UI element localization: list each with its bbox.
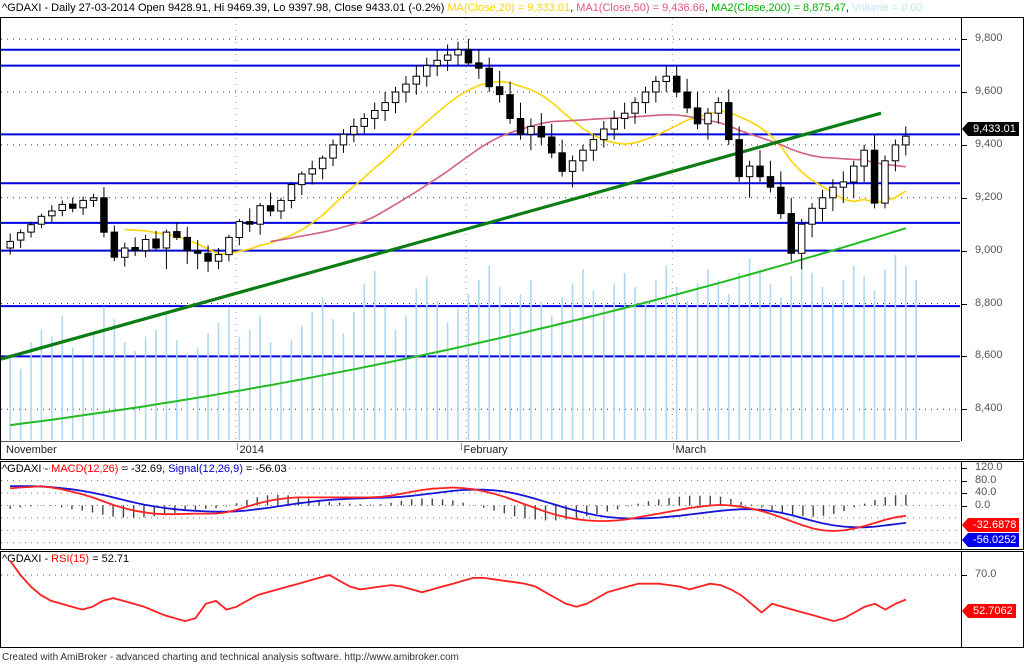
price-axis-tick bbox=[961, 145, 967, 146]
rsi-panel-title: ^GDAXI - RSI(15) = 52.71 bbox=[0, 553, 129, 566]
macd-indicator-value: = -32.69, bbox=[118, 463, 169, 475]
price-y-axis: 9,800 9,600 9,400 9,200 9,000 8,800 8,600 8,400 bbox=[961, 18, 1024, 441]
price-plot-area[interactable] bbox=[1, 18, 960, 441]
macd-axis-line bbox=[961, 462, 962, 549]
price-axis-tick bbox=[961, 92, 967, 93]
macd-axis-label: 0.0 bbox=[975, 499, 991, 511]
macd-axis-tick bbox=[961, 506, 967, 507]
price-axis-label: 9,000 bbox=[975, 244, 1003, 256]
rsi-axis-label: 70.0 bbox=[975, 568, 997, 580]
macd-value-tag: -32.6878 bbox=[961, 518, 1020, 532]
macd-y-axis: 120.0 80.0 40.0 0.0 bbox=[961, 461, 1024, 549]
macd-axis-label: 80.0 bbox=[975, 474, 997, 486]
date-axis-label: February bbox=[463, 444, 508, 456]
date-axis-separator bbox=[236, 443, 238, 450]
macd-axis-tick bbox=[961, 493, 967, 494]
price-title-text: ^GDAXI - Daily 27-03-2014 Open 9428.91, … bbox=[2, 2, 445, 14]
price-axis-tick bbox=[961, 39, 967, 40]
price-axis-tick bbox=[961, 304, 967, 305]
macd-title-symbol: ^GDAXI - bbox=[2, 463, 52, 475]
price-axis-tick bbox=[961, 409, 967, 410]
price-axis-tick bbox=[961, 251, 967, 252]
ma200-legend: MA2(Close,200) = 8,875.47 bbox=[711, 2, 846, 14]
ma50-legend: MA1(Close,50) = 9,436.66 bbox=[576, 2, 705, 14]
date-x-axis: November 2014 February March bbox=[1, 441, 960, 460]
last-price-tag: 9,433.01 bbox=[962, 122, 1019, 136]
macd-axis-tick bbox=[961, 468, 967, 469]
macd-panel-title: ^GDAXI - MACD(12,26) = -32.69, Signal(12… bbox=[0, 463, 287, 476]
date-axis-separator bbox=[460, 443, 462, 450]
price-chart-svg bbox=[1, 18, 960, 441]
price-axis-tick bbox=[961, 198, 967, 199]
macd-indicator-label: MACD(12,26) bbox=[51, 463, 119, 475]
rsi-value-tag: 52.7062 bbox=[962, 604, 1016, 618]
price-axis-label: 9,200 bbox=[975, 191, 1003, 203]
rsi-y-axis: 70.0 bbox=[961, 552, 1024, 647]
price-axis-line bbox=[961, 18, 962, 441]
macd-axis-label: 40.0 bbox=[975, 486, 997, 498]
rsi-axis-tick bbox=[961, 575, 967, 576]
macd-axis-tick bbox=[961, 481, 967, 482]
volume-legend: Volume = 0.00 bbox=[852, 2, 923, 14]
rsi-title-symbol: ^GDAXI - bbox=[2, 553, 52, 565]
date-axis-label: 2014 bbox=[239, 444, 264, 456]
date-axis-label: March bbox=[675, 444, 707, 456]
signal-value-tag: -56.0252 bbox=[961, 533, 1020, 547]
title-sep-3: , bbox=[845, 2, 849, 14]
footer-credit: Created with AmiBroker - advanced charti… bbox=[2, 652, 459, 663]
price-axis-label: 8,400 bbox=[975, 402, 1003, 414]
rsi-indicator-label: RSI(15) bbox=[51, 553, 90, 565]
price-axis-label: 9,800 bbox=[975, 32, 1003, 44]
signal-indicator-label: Signal(12,26,9) bbox=[168, 463, 243, 475]
macd-chart-svg bbox=[1, 467, 960, 544]
macd-axis-label: 120.0 bbox=[975, 461, 1003, 473]
date-axis-separator bbox=[672, 443, 674, 450]
price-axis-label: 8,600 bbox=[975, 349, 1003, 361]
ma20-legend: MA(Close,20) = 9,333.01 bbox=[447, 2, 571, 14]
signal-indicator-value: = -56.03 bbox=[242, 463, 287, 475]
price-axis-label: 8,800 bbox=[975, 297, 1003, 309]
price-axis-tick bbox=[961, 356, 967, 357]
date-axis-label: November bbox=[6, 444, 57, 456]
rsi-indicator-value: = 52.71 bbox=[89, 553, 130, 565]
title-sep-1: , bbox=[570, 2, 574, 14]
title-sep-2: , bbox=[704, 2, 708, 14]
price-panel-title: ^GDAXI - Daily 27-03-2014 Open 9428.91, … bbox=[0, 2, 923, 15]
rsi-axis-line bbox=[961, 552, 962, 647]
rsi-plot-area[interactable] bbox=[1, 552, 960, 647]
price-axis-label: 9,400 bbox=[975, 138, 1003, 150]
price-axis-label: 9,600 bbox=[975, 85, 1003, 97]
macd-plot-area[interactable] bbox=[1, 462, 960, 549]
rsi-chart-svg bbox=[1, 560, 960, 623]
